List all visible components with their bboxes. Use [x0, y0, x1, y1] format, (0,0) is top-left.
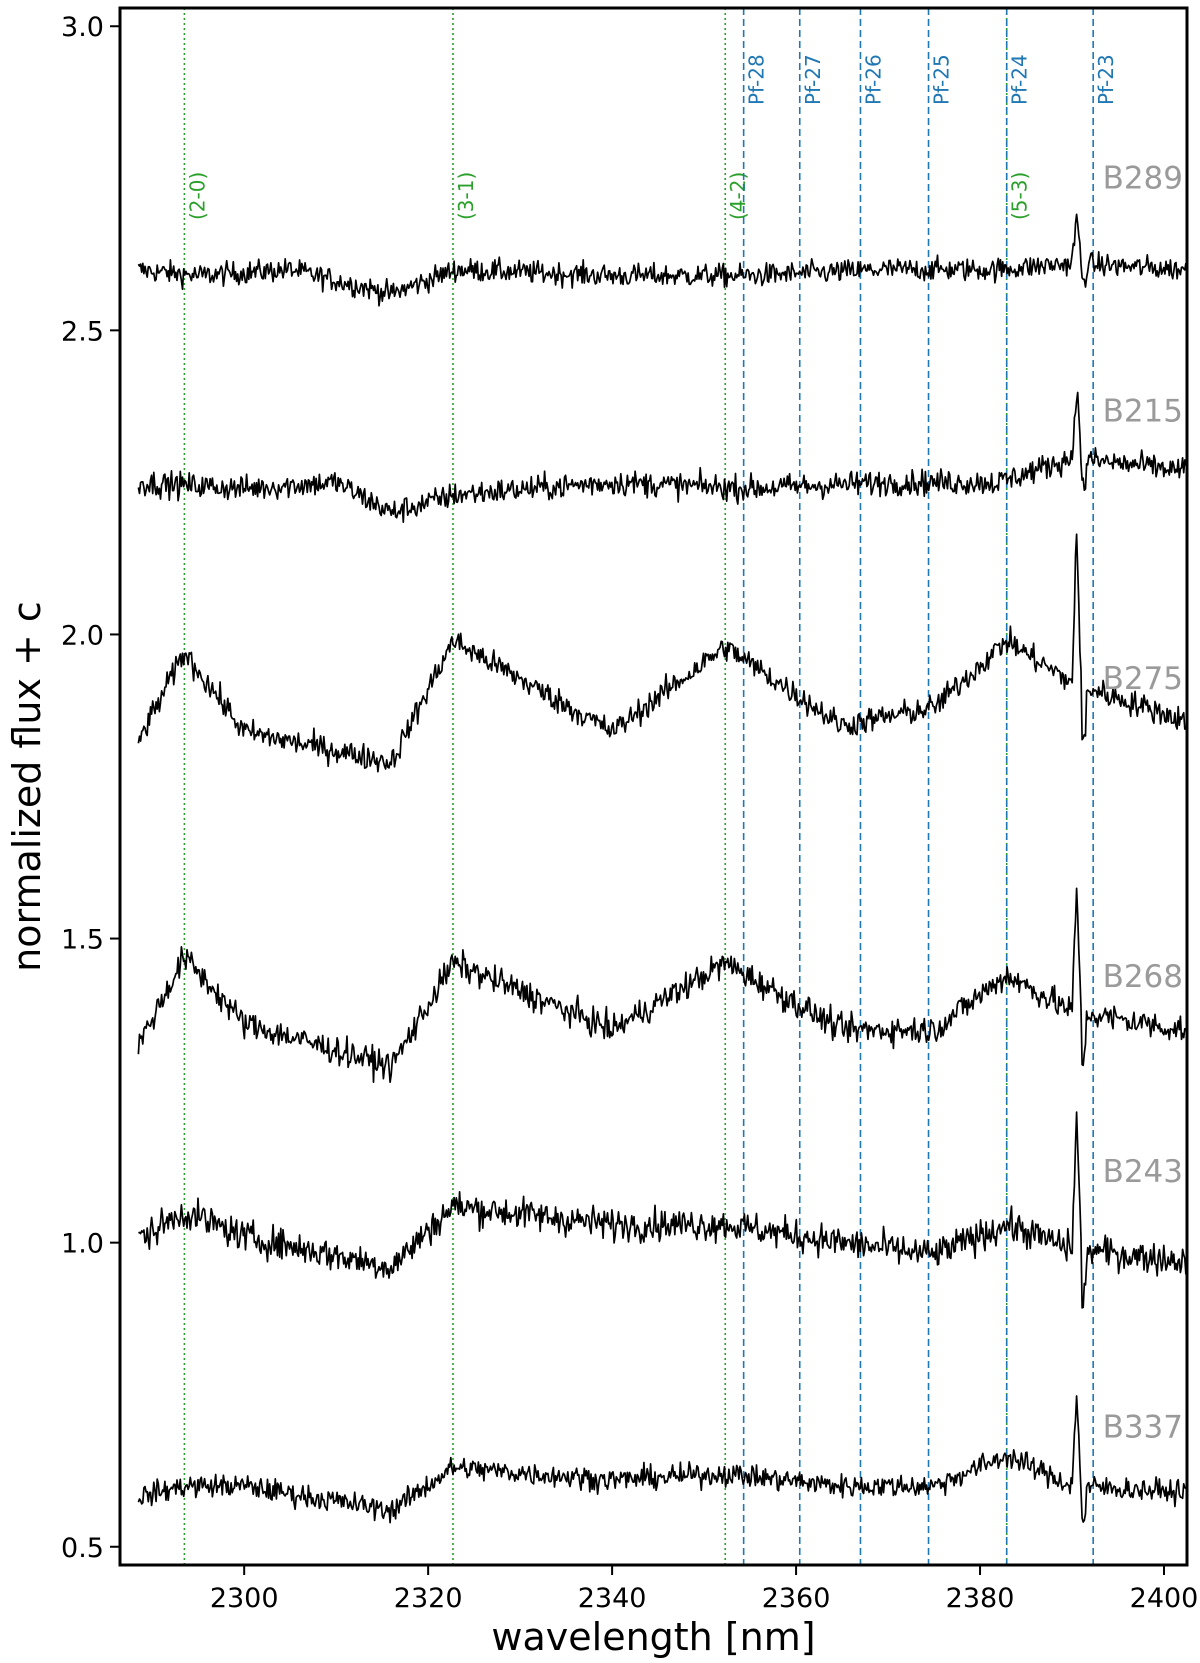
y-tick-label: 0.5 — [61, 1533, 104, 1564]
x-tick-label: 2360 — [762, 1583, 831, 1614]
spectrum-line-b215 — [137, 391, 1187, 523]
spectrum-line-b337 — [137, 1395, 1187, 1524]
spectrum-line-b289 — [137, 213, 1187, 307]
series-label: B268 — [1103, 959, 1183, 995]
series-label: B215 — [1103, 394, 1183, 430]
x-axis-title: wavelength [nm] — [491, 1615, 815, 1659]
co-bandhead-label: (5-3) — [1008, 172, 1032, 220]
pfund-label: Pf-25 — [930, 54, 954, 105]
axis-ticks: 2300 2320 2340 2360 2380 2400 0.5 1.0 1.5 2.0 2.5 3… — [61, 12, 1198, 1614]
x-tick-label: 2400 — [1130, 1583, 1199, 1614]
series-label: B243 — [1103, 1154, 1183, 1190]
pfund-label: Pf-28 — [745, 54, 769, 105]
pfund-label: Pf-27 — [801, 54, 825, 105]
pfund-label: Pf-24 — [1008, 54, 1032, 105]
pfund-label: Pf-26 — [861, 54, 885, 105]
x-tick-label: 2380 — [946, 1583, 1015, 1614]
y-tick-label: 2.5 — [61, 316, 104, 347]
spectrum-line-b243 — [138, 1111, 1187, 1309]
co-bandhead-label: (2-0) — [185, 172, 209, 220]
y-tick-label: 1.0 — [61, 1229, 104, 1260]
spectra-series: B289 B215 B275 B268 B243 B337 — [137, 161, 1187, 1524]
x-tick-label: 2340 — [578, 1583, 647, 1614]
y-axis-title: normalized flux + c — [5, 601, 49, 972]
y-tick-label: 2.0 — [61, 620, 104, 651]
y-tick-label: 3.0 — [61, 12, 104, 43]
series-label: B275 — [1103, 661, 1183, 697]
axes-frame — [118, 6, 1189, 1567]
pfund-label: Pf-23 — [1094, 54, 1118, 105]
x-tick-label: 2320 — [394, 1583, 463, 1614]
spectrum-line-b268 — [137, 887, 1187, 1084]
x-tick-label: 2300 — [210, 1583, 279, 1614]
y-tick-label: 1.5 — [61, 925, 104, 956]
spectrum-line-b275 — [137, 533, 1187, 773]
co-bandhead-label: (3-1) — [454, 172, 478, 220]
series-label: B289 — [1103, 161, 1183, 197]
co-bandhead-label: (4-2) — [726, 172, 750, 220]
series-label: B337 — [1103, 1409, 1183, 1445]
reference-lines: (2-0) (3-1) (4-2) (5-3) Pf-28 Pf-27 Pf-26 Pf-25… — [183, 8, 1118, 1565]
